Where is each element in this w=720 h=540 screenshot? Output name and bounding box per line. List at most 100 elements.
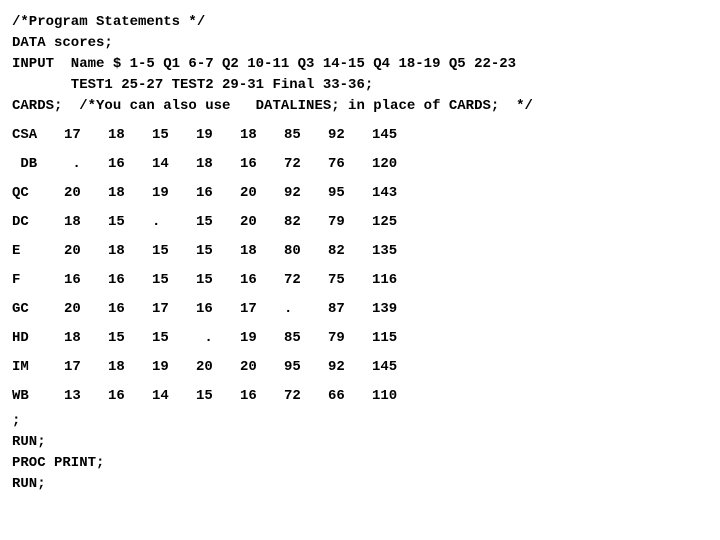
table-row: QC20181916209295143 <box>12 179 416 208</box>
table-row: GC2016171617.87139 <box>12 295 416 324</box>
table-cell: 15 <box>196 266 240 295</box>
table-cell: 18 <box>108 353 152 382</box>
table-cell: 72 <box>284 382 328 411</box>
table-cell: 16 <box>240 266 284 295</box>
table-cell: QC <box>12 179 64 208</box>
table-cell: 13 <box>64 382 108 411</box>
table-cell: . <box>196 324 240 353</box>
table-cell: E <box>12 237 64 266</box>
table-cell: 18 <box>240 121 284 150</box>
table-cell: 82 <box>328 237 372 266</box>
table-cell: 15 <box>108 324 152 353</box>
proc-print-statement: PROC PRINT; <box>12 453 708 474</box>
table-cell: 75 <box>328 266 372 295</box>
table-cell: 143 <box>372 179 416 208</box>
table-cell: 15 <box>152 324 196 353</box>
table-cell: 18 <box>240 237 284 266</box>
table-cell: 14 <box>152 382 196 411</box>
table-cell: 20 <box>240 179 284 208</box>
table-cell: 92 <box>328 353 372 382</box>
table-cell: 15 <box>196 208 240 237</box>
table-cell: WB <box>12 382 64 411</box>
table-cell: 18 <box>64 324 108 353</box>
table-row: WB13161415167266110 <box>12 382 416 411</box>
table-cell: 16 <box>240 382 284 411</box>
table-cell: 18 <box>108 237 152 266</box>
table-cell: 72 <box>284 266 328 295</box>
table-cell: 15 <box>152 121 196 150</box>
table-cell: CSA <box>12 121 64 150</box>
table-cell: 16 <box>196 295 240 324</box>
table-row: DC1815.15208279125 <box>12 208 416 237</box>
table-cell: . <box>152 208 196 237</box>
table-row: HD181515 .198579115 <box>12 324 416 353</box>
table-cell: 139 <box>372 295 416 324</box>
table-row: DB .161418167276120 <box>12 150 416 179</box>
table-cell: 20 <box>64 237 108 266</box>
input-line-1: INPUT Name $ 1-5 Q1 6-7 Q2 10-11 Q3 14-1… <box>12 54 708 75</box>
table-cell: 17 <box>64 121 108 150</box>
table-cell: 16 <box>108 266 152 295</box>
table-cell: 66 <box>328 382 372 411</box>
run-statement-1: RUN; <box>12 432 708 453</box>
table-cell: 120 <box>372 150 416 179</box>
table-cell: 15 <box>108 208 152 237</box>
table-cell: 135 <box>372 237 416 266</box>
table-row: CSA17181519188592145 <box>12 121 416 150</box>
table-cell: 18 <box>64 208 108 237</box>
table-row: F16161515167275116 <box>12 266 416 295</box>
table-cell: DC <box>12 208 64 237</box>
table-cell: 85 <box>284 121 328 150</box>
cards-line: CARDS; /*You can also use DATALINES; in … <box>12 96 708 117</box>
table-cell: 19 <box>152 353 196 382</box>
table-cell: 15 <box>152 266 196 295</box>
table-cell: 17 <box>64 353 108 382</box>
table-cell: 16 <box>64 266 108 295</box>
table-cell: 92 <box>328 121 372 150</box>
table-cell: 79 <box>328 208 372 237</box>
data-table: CSA17181519188592145 DB .161418167276120… <box>12 121 416 411</box>
table-cell: 87 <box>328 295 372 324</box>
table-cell: 20 <box>240 353 284 382</box>
table-cell: 14 <box>152 150 196 179</box>
table-row: E20181515188082135 <box>12 237 416 266</box>
input-line-2: TEST1 25-27 TEST2 29-31 Final 33-36; <box>12 75 708 96</box>
table-cell: HD <box>12 324 64 353</box>
table-cell: 20 <box>240 208 284 237</box>
table-cell: . <box>64 150 108 179</box>
table-cell: GC <box>12 295 64 324</box>
table-cell: 18 <box>196 150 240 179</box>
table-cell: DB <box>12 150 64 179</box>
table-cell: 16 <box>108 150 152 179</box>
table-cell: 17 <box>240 295 284 324</box>
table-cell: 92 <box>284 179 328 208</box>
table-cell: 15 <box>152 237 196 266</box>
table-cell: 17 <box>152 295 196 324</box>
table-cell: 16 <box>108 382 152 411</box>
table-cell: 82 <box>284 208 328 237</box>
table-cell: 18 <box>108 179 152 208</box>
table-cell: 20 <box>64 295 108 324</box>
data-statement: DATA scores; <box>12 33 708 54</box>
run-statement-2: RUN; <box>12 474 708 495</box>
table-cell: 19 <box>152 179 196 208</box>
table-cell: 18 <box>108 121 152 150</box>
table-cell: 145 <box>372 121 416 150</box>
table-cell: 115 <box>372 324 416 353</box>
table-cell: 76 <box>328 150 372 179</box>
table-cell: 19 <box>240 324 284 353</box>
table-cell: 16 <box>196 179 240 208</box>
terminator-semicolon: ; <box>12 411 708 432</box>
table-row: IM17181920209592145 <box>12 353 416 382</box>
table-cell: F <box>12 266 64 295</box>
table-cell: 16 <box>240 150 284 179</box>
table-cell: 19 <box>196 121 240 150</box>
table-cell: 80 <box>284 237 328 266</box>
table-cell: 16 <box>108 295 152 324</box>
table-cell: 95 <box>284 353 328 382</box>
table-cell: 15 <box>196 382 240 411</box>
table-cell: . <box>284 295 328 324</box>
table-cell: 95 <box>328 179 372 208</box>
table-cell: 15 <box>196 237 240 266</box>
table-cell: 116 <box>372 266 416 295</box>
